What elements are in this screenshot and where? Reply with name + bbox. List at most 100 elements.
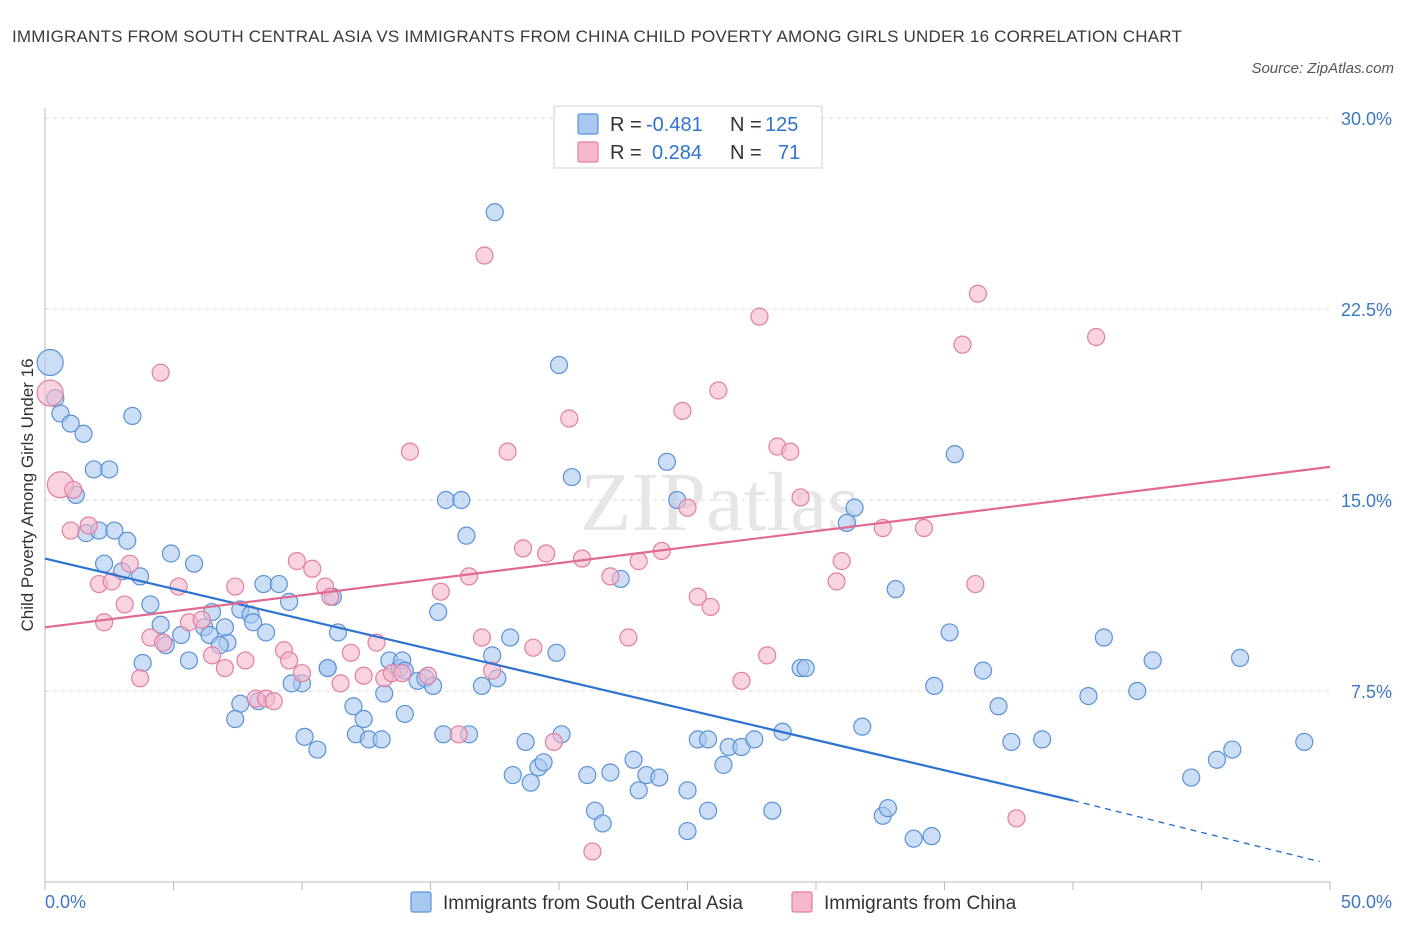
pink-point — [953, 335, 972, 354]
pink-point — [264, 692, 283, 711]
pink-point — [544, 732, 563, 752]
pink-point — [331, 674, 350, 693]
blue-point — [254, 574, 273, 594]
blue-point — [1223, 740, 1242, 759]
pink-point — [120, 554, 139, 573]
blue-point — [534, 753, 553, 772]
pink-point — [537, 544, 556, 563]
blue-point — [452, 490, 471, 510]
blue-point — [231, 694, 250, 713]
pink-point — [498, 442, 517, 461]
blue-point — [244, 613, 263, 632]
blue-point — [1295, 732, 1314, 752]
blue-point — [973, 661, 993, 680]
blue-point — [215, 618, 234, 637]
legend-swatch-pink — [577, 141, 599, 163]
legend-n-label-1: N = — [730, 114, 762, 136]
pink-point — [966, 574, 985, 594]
blue-point — [100, 460, 119, 479]
blue-point — [1094, 628, 1113, 647]
blue-point — [745, 730, 764, 749]
pink-point — [418, 666, 438, 685]
blue-point — [549, 355, 569, 375]
legend: R = -0.481 N = 125 R = 0.284 N = 71 — [553, 105, 823, 169]
pink-point — [472, 628, 491, 647]
pink-point — [236, 651, 255, 670]
legend-r-label-1: R = — [610, 114, 642, 136]
pink-point — [678, 498, 697, 517]
pink-point — [431, 582, 450, 601]
blue-point — [578, 765, 597, 785]
pink-point — [303, 559, 322, 578]
y-tick-label-3: 30.0% — [1341, 109, 1392, 129]
blue-point — [547, 643, 566, 662]
pink-point — [202, 646, 222, 665]
pink-point — [341, 643, 360, 662]
blue-point — [678, 821, 697, 841]
pink-point — [583, 842, 602, 861]
bottom-legend-label-pink: Immigrants from China — [824, 893, 1017, 914]
x-tick-label-0: 0.0% — [45, 892, 86, 912]
blue-point — [657, 452, 677, 471]
blue-point — [629, 781, 648, 800]
pink-point — [513, 539, 533, 558]
pink-point — [673, 401, 692, 420]
pink-point — [750, 307, 769, 326]
legend-swatch-blue — [577, 113, 599, 135]
blue-point — [853, 717, 872, 736]
pink-point — [130, 669, 150, 688]
pink-point — [226, 577, 245, 596]
blue-point — [878, 799, 898, 818]
blue-point — [36, 348, 64, 377]
legend-n-value-1: 125 — [765, 114, 798, 136]
blue-point — [601, 763, 620, 782]
blue-point — [1207, 750, 1227, 769]
blue-point — [1002, 732, 1021, 752]
tick-labels: 7.5% 15.0% 22.5% 30.0% 0.0% 50.0% — [45, 109, 1392, 912]
blue-point — [593, 814, 612, 833]
blue-point — [429, 602, 448, 622]
blue-point — [516, 732, 535, 752]
blue-point — [503, 765, 522, 785]
pink-point — [483, 661, 502, 680]
blue-point — [179, 651, 199, 670]
blue-point — [95, 554, 114, 573]
blue-point — [295, 727, 314, 746]
pink-point — [524, 638, 543, 657]
blue-point — [922, 827, 941, 846]
pink-point — [400, 442, 420, 461]
blue-point — [989, 697, 1008, 716]
blue-point — [1079, 686, 1098, 706]
pink-point — [151, 363, 170, 382]
pink-point — [560, 409, 579, 428]
pink-point — [154, 633, 173, 652]
blue-point — [84, 460, 103, 479]
y-tick-label-0: 7.5% — [1351, 682, 1392, 702]
bottom-legend-label-blue: Immigrants from South Central Asia — [443, 893, 743, 914]
blue-point — [226, 709, 245, 729]
blue-point — [763, 801, 782, 820]
pink-point — [732, 671, 751, 690]
blue-point — [678, 781, 697, 800]
blue-point — [845, 498, 864, 517]
blue-point — [940, 623, 959, 642]
bottom-legend: Immigrants from South Central Asia Immig… — [410, 891, 1017, 914]
pink-point — [449, 725, 468, 744]
pink-point — [619, 628, 638, 647]
pink-point — [475, 246, 494, 265]
blue-point — [1182, 768, 1201, 787]
blue-point — [796, 658, 815, 678]
legend-r-value-1: -0.481 — [646, 114, 703, 136]
blue-point — [74, 424, 93, 443]
pink-point — [629, 552, 648, 571]
blue-point — [151, 615, 170, 634]
blue-point — [184, 554, 204, 573]
pink-point — [701, 597, 720, 617]
pink-point — [781, 442, 800, 461]
pink-point — [601, 567, 620, 586]
y-tick-label-2: 22.5% — [1341, 300, 1392, 320]
blue-point — [521, 773, 540, 792]
trend-line-blue — [44, 557, 1074, 802]
pink-point — [354, 666, 373, 685]
blue-point — [945, 445, 964, 464]
